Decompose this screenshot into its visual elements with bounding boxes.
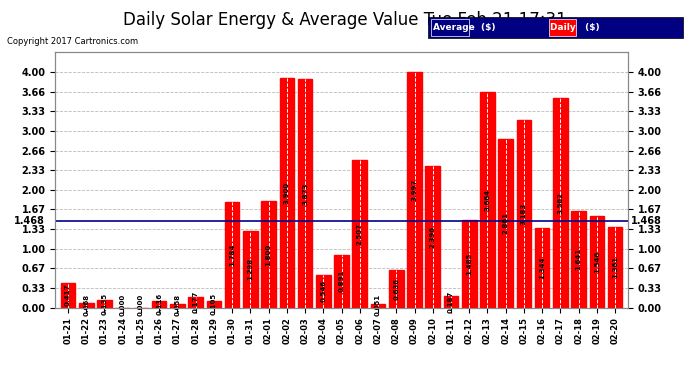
Text: 0.417: 0.417 [65,284,71,306]
Text: 0.105: 0.105 [211,293,217,315]
Text: 3.562: 3.562 [558,192,564,213]
Text: 0.058: 0.058 [175,294,180,316]
Bar [353,160,367,308]
Text: Daily Solar Energy & Average Value Tue Feb 21 17:31: Daily Solar Energy & Average Value Tue F… [123,11,567,29]
Bar [243,231,257,308]
Text: 0.000: 0.000 [119,293,126,316]
Text: 0.177: 0.177 [193,291,199,314]
Text: 0.000: 0.000 [138,293,144,316]
Bar [480,92,495,308]
Text: 2.861: 2.861 [503,212,509,234]
Bar [170,304,185,307]
Bar [97,300,112,307]
Bar [279,78,294,308]
Bar [61,283,75,308]
Text: 1.361: 1.361 [612,256,618,279]
Text: 3.183: 3.183 [521,202,527,225]
Bar [298,80,313,308]
Bar [535,228,549,308]
Text: 1.784: 1.784 [229,244,235,266]
Bar [608,227,622,308]
Text: Average  ($): Average ($) [433,22,495,32]
Bar [371,304,385,307]
Bar [444,297,458,307]
Bar [316,275,331,308]
Text: 1.641: 1.641 [575,248,582,270]
Text: 1.298: 1.298 [247,258,253,280]
Bar [498,139,513,308]
Text: 0.068: 0.068 [83,294,89,316]
Bar [407,72,422,308]
Bar [426,166,440,308]
Text: 0.116: 0.116 [156,293,162,315]
Text: 1.468: 1.468 [14,216,45,226]
Text: Daily   ($): Daily ($) [550,22,600,32]
Bar [188,297,203,307]
Text: 3.664: 3.664 [484,189,491,211]
Text: 1.546: 1.546 [594,251,600,273]
Text: 3.900: 3.900 [284,182,290,204]
Text: 0.891: 0.891 [339,270,344,292]
Bar [206,302,221,307]
Bar [517,120,531,308]
Bar [79,303,94,307]
Text: Copyright 2017 Cartronics.com: Copyright 2017 Cartronics.com [7,38,138,46]
Bar [553,98,568,308]
Text: 0.135: 0.135 [101,292,108,315]
Bar [462,220,477,308]
Text: 0.546: 0.546 [320,280,326,303]
Text: 2.396: 2.396 [430,226,436,248]
Bar [589,216,604,308]
Text: 1.344: 1.344 [539,256,545,279]
Text: 1.800: 1.800 [266,243,272,266]
Bar [389,270,404,308]
Text: 0.187: 0.187 [448,291,454,313]
Bar [152,301,166,307]
Text: 0.636: 0.636 [393,278,400,300]
Text: 2.507: 2.507 [357,223,363,245]
Text: 0.051: 0.051 [375,294,381,316]
Bar [571,211,586,308]
Text: 1.468: 1.468 [631,216,662,226]
Text: 3.873: 3.873 [302,182,308,205]
Text: 1.485: 1.485 [466,253,472,275]
Bar [225,202,239,308]
Bar [334,255,349,308]
Text: 3.997: 3.997 [411,178,417,201]
Bar [262,201,276,308]
